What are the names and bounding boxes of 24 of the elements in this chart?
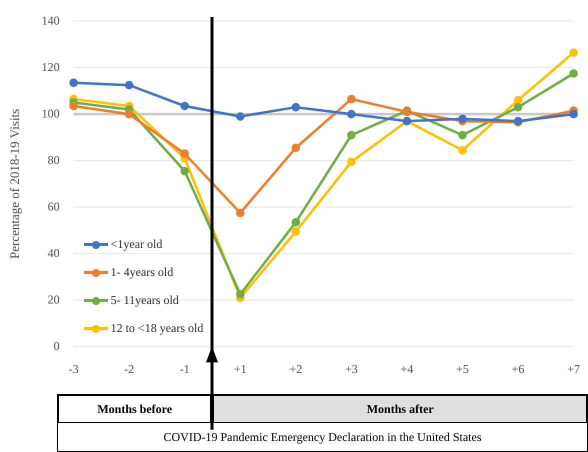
- y-tick-label: 80: [48, 152, 60, 167]
- x-tick-label: +6: [512, 362, 524, 376]
- timeline-table: Months before Months after COVID-19 Pandemic Emergency Declaration in the United States: [57, 394, 588, 452]
- x-tick-label: +2: [289, 362, 302, 376]
- x-tick-label: +5: [456, 362, 469, 376]
- x-tick-label: -1: [180, 362, 190, 376]
- y-tick-label: 140: [42, 13, 60, 28]
- legend-label: 12 to <18 years old: [110, 321, 204, 336]
- y-tick-label: 20: [48, 292, 60, 306]
- y-axis-title: Percentage of 2018-19 Visits: [7, 108, 22, 260]
- x-tick-label: +1: [234, 362, 247, 376]
- y-tick-label: 40: [48, 246, 60, 260]
- y-tick-label: 0: [54, 338, 60, 353]
- x-tick-label: +4: [400, 362, 414, 376]
- x-tick-label: -3: [68, 362, 79, 376]
- legend-label: 5- 11years old: [110, 293, 179, 308]
- y-tick-label: 100: [42, 106, 60, 120]
- legend-label: 1- 4years old: [110, 265, 174, 280]
- y-tick-label: 120: [42, 60, 60, 74]
- legend-label: <1year old: [110, 237, 162, 252]
- x-tick-label: +3: [344, 362, 358, 376]
- x-tick-label: -2: [124, 362, 134, 376]
- y-tick-label: 60: [48, 199, 60, 214]
- x-tick-label: +7: [567, 362, 580, 376]
